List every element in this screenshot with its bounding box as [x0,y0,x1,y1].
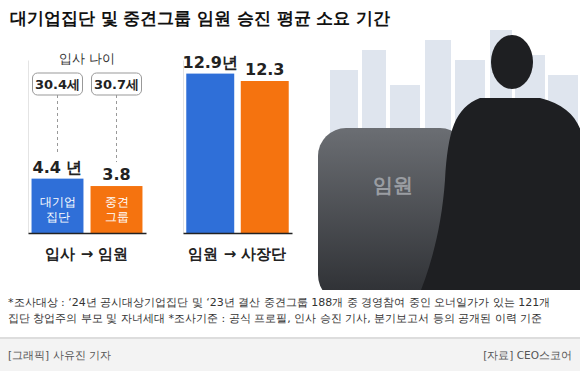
credit: [자료] CEO스코어 [483,349,572,361]
chair-label: 임원 [373,173,413,197]
x-label: 임원 → 사장단 [188,245,286,263]
annotation-connector [116,95,117,162]
x-tick: 대기업집단 [40,195,76,224]
chart-root: 임원 대기업집단 및 중견그룹 임원 승진 평균 소요 기간대기업집단 중견그룹 4.… [0,0,580,371]
data-label: 12.9년 [183,53,238,72]
data-label: 4.4 년 [33,158,83,177]
y-axis-line [28,61,29,234]
category-label-line: 중견 [105,195,129,209]
title: 대기업집단 및 중견그룹 임원 승진 평균 소요 기간 [10,9,390,28]
bar [186,74,234,233]
y-axis-line [183,61,184,234]
bar [32,179,84,233]
bar [241,81,289,233]
y-axis [28,61,29,234]
annotation-box [92,73,142,95]
x-axis: 대기업집단 중견그룹 [29,195,147,234]
y-axis [183,61,184,234]
category-label-line: 그룹 [105,210,129,224]
category-label: 대기업집단 [40,195,76,224]
category-label-line: 집단 [46,210,70,224]
footnote: *조사대상 : ‘24년 공시대상기업집단 및 ‘23년 결산 중견그룹 188… [8,296,550,309]
data-label: 12.3 [245,60,284,79]
person-head [491,35,533,89]
footnote: 집단 창업주의 부모 및 자녀세대 *조사기준 : 공식 프로필, 인사 승진 … [8,312,542,325]
separator [0,338,580,339]
data-label: 3.8 [102,165,130,184]
chart-svg: 임원 대기업집단 및 중견그룹 임원 승진 평균 소요 기간대기업집단 중견그룹 4.… [0,0,580,371]
x-tick: 중견그룹 [105,195,129,224]
annotation-label: 30.7세 [94,77,139,92]
annotation-box [33,73,83,95]
credit: [그래픽] 사유진 기자 [8,349,111,361]
annotation-title: 입사 나이 [59,51,115,66]
bars [32,179,143,233]
x-axis [184,233,293,234]
category-label: 중견그룹 [105,195,129,224]
x-label: 입사 → 임원 [45,245,128,263]
annotation-connector [57,95,58,155]
x-axis-line [29,233,147,235]
bars [186,74,288,233]
footnote-background [0,290,580,371]
bar [91,186,143,233]
x-axis-line [184,233,293,235]
category-label-line: 대기업 [40,195,76,209]
credits-background [0,339,580,371]
annotation-label: 30.4세 [35,77,80,92]
